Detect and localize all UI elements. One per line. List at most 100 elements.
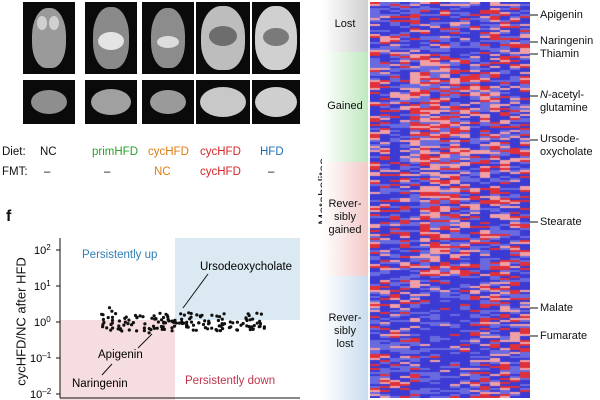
scatter-point — [262, 325, 266, 329]
scatter-point — [248, 328, 252, 332]
scatter-point — [189, 315, 193, 319]
scatter-point — [117, 324, 121, 328]
scatter-point — [131, 321, 135, 325]
scatter-point — [251, 327, 255, 331]
mri-axial-3 — [142, 80, 194, 124]
scatter-point — [182, 321, 186, 325]
scatter-point — [248, 318, 252, 322]
scatter-point — [105, 326, 109, 330]
mri-coronal-1 — [23, 2, 75, 74]
label-persistently-up: Persistently up — [82, 249, 157, 261]
scatter-point — [180, 317, 184, 321]
metabolite-fumarate: Fumarate — [540, 330, 588, 342]
scatter-point — [147, 327, 151, 331]
ytick-1e-1: 10–1 — [30, 351, 52, 365]
fmt-cychfd: cycHFD — [200, 166, 241, 178]
heatmap-group-bar: Lost Gained Rever- sibly gained Rever- s… — [322, 0, 368, 400]
panel-letter-f: f — [6, 208, 12, 225]
scatter-point — [185, 324, 189, 328]
scatter-point — [147, 331, 151, 335]
group-label-reversibly-gained: Rever- sibly gained — [328, 198, 362, 236]
annot-apigenin: Apigenin — [98, 349, 143, 361]
scatter-point — [215, 329, 219, 333]
metabolite-apigenin: Apigenin — [540, 9, 583, 21]
metabolite-naringenin-thiamin: Naringenin Thiamin — [540, 35, 594, 60]
scatter-chart: 102 101 100 10–1 10–2 Persistently up Pe… — [30, 238, 300, 400]
scatter-point — [152, 314, 156, 318]
scatter-point — [177, 321, 181, 325]
metabolite-stearate: Stearate — [540, 216, 582, 228]
group-gained — [322, 52, 368, 162]
scatter-point — [210, 313, 214, 317]
scatter-point — [150, 316, 154, 320]
scatter-point — [142, 329, 146, 333]
scatter-point — [215, 314, 219, 318]
mri-axial-5 — [252, 80, 300, 124]
scatter-point — [203, 319, 207, 323]
scatter-point — [161, 315, 166, 320]
scatter-point — [182, 313, 186, 317]
scatter-point — [127, 328, 131, 332]
scatter-point — [109, 328, 113, 332]
scatter-point — [117, 319, 121, 323]
scatter-point — [110, 309, 114, 313]
region-persistently-up — [175, 238, 300, 320]
scatter-point — [123, 320, 127, 324]
group-reversibly-gained — [322, 162, 368, 276]
scatter-point — [173, 324, 177, 328]
scatter-point — [166, 317, 170, 321]
scatter-point — [154, 317, 158, 321]
scatter-point — [106, 316, 110, 320]
scatter-point — [221, 327, 225, 331]
group-lost — [322, 0, 368, 52]
scatter-point — [195, 313, 199, 317]
metabolite-n-acetyl-glutamine: N-acetyl- glutamine — [540, 89, 588, 115]
scatter-point — [191, 323, 196, 327]
metabolite-ursodeoxycholate: Ursode- oxycholate — [540, 133, 593, 158]
scatter-point — [189, 311, 193, 316]
scatter-point — [158, 311, 162, 315]
scatter-point — [101, 323, 105, 327]
label-persistently-down: Persistently down — [185, 375, 275, 387]
scatter-point — [218, 329, 222, 333]
scatter-point — [179, 312, 183, 316]
scatter-point — [110, 321, 114, 325]
scatter-point — [248, 325, 253, 329]
mri-panel — [0, 0, 300, 125]
scatter-point — [152, 326, 156, 330]
fmt-dash-2: – — [104, 166, 111, 178]
mri-axial-2 — [85, 80, 137, 124]
scatter-point — [110, 315, 115, 319]
scatter-point — [187, 311, 191, 315]
scatter-point — [259, 312, 263, 316]
scatter-point — [194, 328, 198, 332]
scatter-point — [143, 322, 147, 326]
scatter-point — [120, 329, 124, 333]
mri-axial-1 — [23, 80, 75, 124]
mri-axial-4 — [196, 80, 250, 124]
scatter-point — [172, 320, 176, 324]
scatter-point — [229, 325, 233, 329]
scatter-point — [189, 320, 194, 324]
scatter-point — [156, 320, 160, 324]
scatter-point — [141, 315, 145, 319]
scatter-point — [126, 322, 130, 326]
scatter-point — [235, 320, 239, 324]
italic-n: N — [540, 89, 548, 101]
mri-coronal-4 — [196, 2, 250, 74]
group-reversibly-lost — [322, 276, 368, 400]
ytick-1e-2: 10–2 — [30, 387, 52, 400]
fmt-dash-3: – — [268, 166, 275, 178]
scatter-point — [165, 313, 169, 317]
annot-ursodeoxycholate: Ursodeoxycholate — [200, 261, 292, 273]
scatter-point — [201, 322, 206, 327]
scatter-point — [251, 317, 255, 321]
scatter-point — [155, 326, 159, 330]
group-label-lost: Lost — [334, 18, 356, 30]
scatter-point — [206, 327, 210, 331]
scatter-point — [162, 320, 166, 324]
scatter-point — [255, 321, 259, 325]
scatter-point — [223, 322, 227, 326]
scatter-point — [191, 328, 195, 332]
scatter-point — [198, 315, 203, 319]
